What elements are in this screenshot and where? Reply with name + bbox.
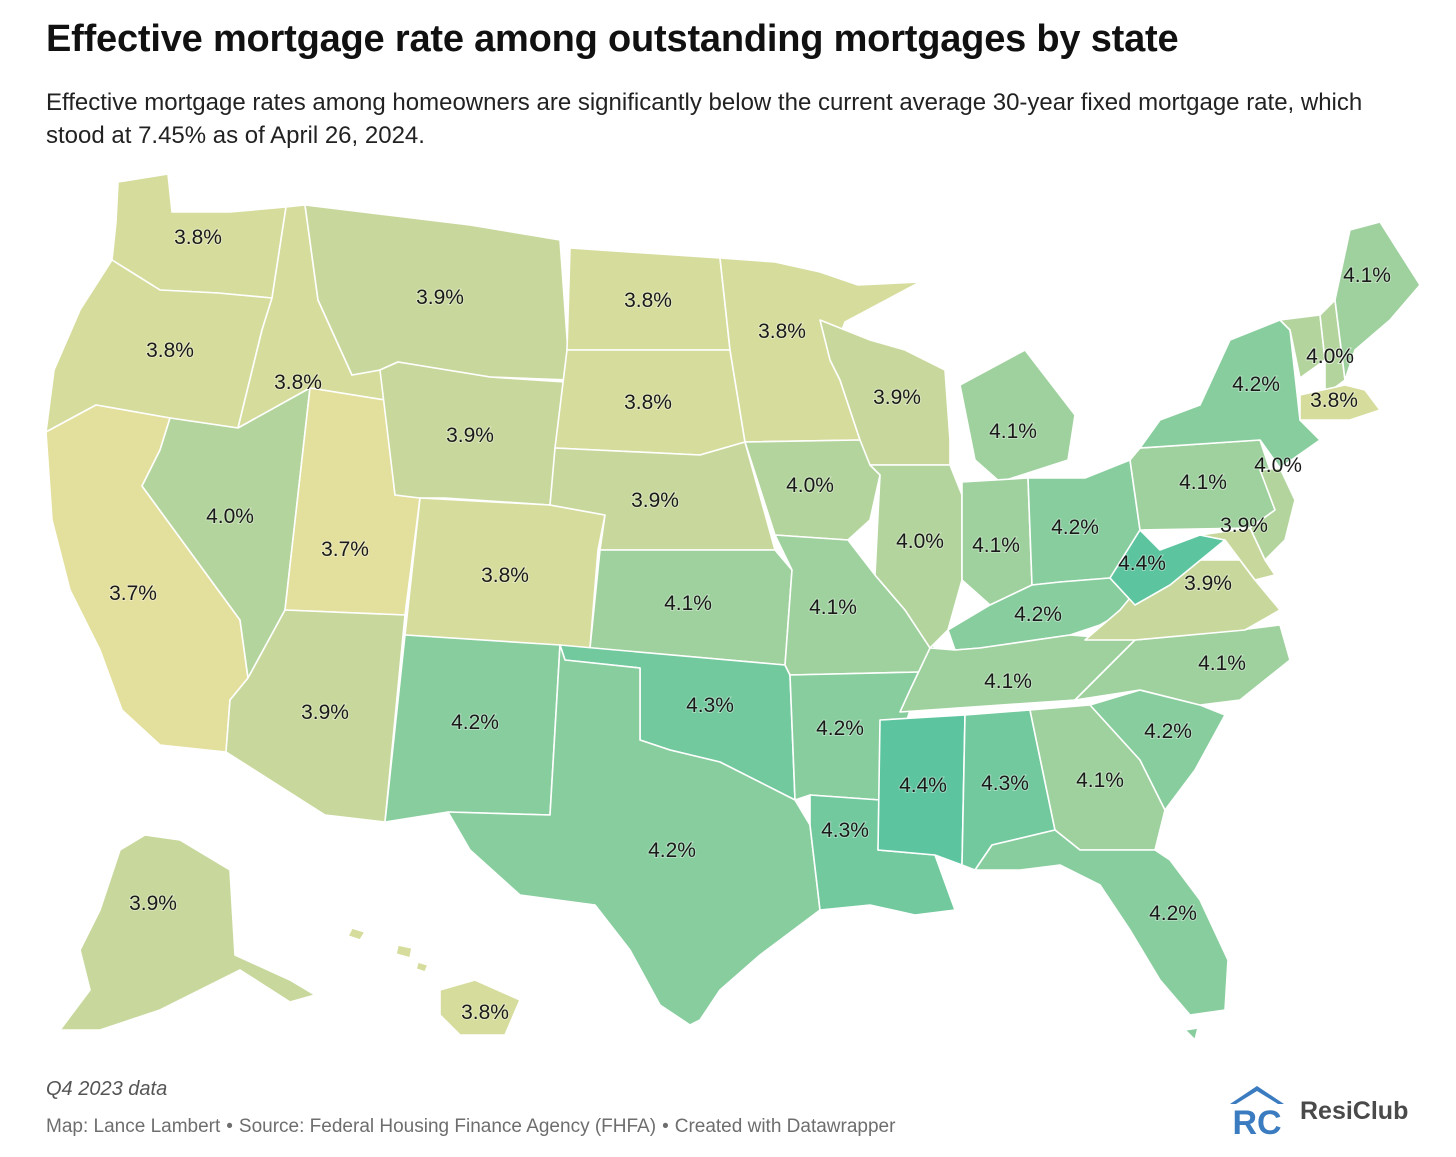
state-label-nm: 4.2% — [451, 711, 499, 734]
state-label-ok: 4.3% — [686, 694, 734, 717]
page-subtitle: Effective mortgage rates among homeowner… — [46, 89, 1363, 149]
state-label-wv: 4.4% — [1118, 552, 1166, 575]
island-shape — [1184, 1027, 1199, 1041]
state-label-ny: 4.2% — [1232, 373, 1280, 396]
state-label-sd: 3.8% — [624, 391, 672, 414]
state-label-ma: 3.8% — [1310, 389, 1358, 412]
state-label-wi: 3.9% — [873, 386, 921, 409]
state-label-nc: 4.1% — [1198, 652, 1246, 675]
state-label-mt: 3.9% — [416, 286, 464, 309]
state-label-il: 4.0% — [896, 530, 944, 553]
state-label-md: 3.9% — [1220, 514, 1268, 537]
state-label-wy: 3.9% — [446, 424, 494, 447]
state-fl[interactable] — [974, 829, 1229, 1016]
state-label-mn: 3.8% — [758, 320, 806, 343]
page-title: Effective mortgage rate among outstandin… — [46, 18, 1179, 60]
state-hi[interactable] — [439, 979, 521, 1036]
resiclub-logo: RC ResiClub — [1228, 1082, 1408, 1140]
state-label-ia: 4.0% — [786, 474, 834, 497]
state-ak[interactable] — [59, 834, 316, 1031]
data-note: Q4 2023 data — [46, 1078, 168, 1100]
state-label-va: 3.9% — [1184, 572, 1232, 595]
state-label-co: 3.8% — [481, 564, 529, 587]
state-label-ca: 3.7% — [109, 582, 157, 605]
state-wy[interactable] — [379, 361, 566, 506]
credit-tool: Created with Datawrapper — [674, 1116, 896, 1137]
state-label-mi: 4.1% — [989, 420, 1037, 443]
state-label-ks: 4.1% — [664, 592, 712, 615]
resiclub-logo-icon: RC — [1230, 1086, 1284, 1140]
credit-map: Map: Lance Lambert — [46, 1116, 221, 1137]
state-label-nv: 4.0% — [206, 505, 254, 528]
state-vt[interactable] — [1279, 314, 1326, 379]
state-label-mo: 4.1% — [809, 596, 857, 619]
resiclub-logo-text: ResiClub — [1300, 1096, 1409, 1125]
state-label-wa: 3.8% — [174, 226, 222, 249]
state-label-al: 4.3% — [981, 772, 1029, 795]
state-az[interactable] — [225, 609, 406, 823]
svg-text:RC: RC — [1232, 1104, 1281, 1140]
credits-line: Map: Lance Lambert • Source: Federal Housi… — [46, 1116, 895, 1138]
state-label-la: 4.3% — [821, 819, 869, 842]
state-label-tx: 4.2% — [648, 839, 696, 862]
state-label-in: 4.1% — [972, 534, 1020, 557]
island-shape — [415, 961, 429, 973]
state-label-me: 4.1% — [1343, 264, 1391, 287]
state-label-ne: 3.9% — [631, 489, 679, 512]
state-label-ar: 4.2% — [816, 717, 864, 740]
state-ms[interactable] — [877, 714, 966, 866]
state-label-sc: 4.2% — [1144, 720, 1192, 743]
state-label-nh: 4.0% — [1306, 345, 1354, 368]
state-label-ms: 4.4% — [899, 774, 947, 797]
state-label-oh: 4.2% — [1051, 516, 1099, 539]
state-il[interactable] — [869, 464, 963, 649]
credit-separator: • — [662, 1116, 669, 1137]
credit-separator: • — [226, 1116, 233, 1137]
island-shape — [347, 927, 366, 941]
state-label-fl: 4.2% — [1149, 902, 1197, 925]
state-me[interactable] — [1334, 221, 1421, 381]
state-label-nd: 3.8% — [624, 289, 672, 312]
states-layer — [45, 173, 1421, 1041]
labels-layer: 3.8% 3.8% 3.7% 3.8% 4.0% 3.7% 3.9% 3.9% 3.9% 3.8%… — [108, 225, 1392, 1025]
state-mi[interactable] — [959, 349, 1076, 483]
island-shape — [395, 944, 413, 959]
state-label-az: 3.9% — [301, 701, 349, 724]
state-label-pa: 4.1% — [1179, 471, 1227, 494]
credit-source: Source: Federal Housing Finance Agency (… — [238, 1116, 657, 1137]
state-label-hi: 3.8% — [461, 1001, 509, 1024]
state-label-nj: 4.0% — [1254, 454, 1302, 477]
state-ma[interactable] — [1299, 384, 1381, 421]
state-label-ak: 3.9% — [129, 892, 177, 915]
state-md[interactable] — [1199, 527, 1276, 581]
state-label-ga: 4.1% — [1076, 769, 1124, 792]
state-label-id: 3.8% — [274, 371, 322, 394]
state-label-tn: 4.1% — [984, 670, 1032, 693]
state-label-or: 3.8% — [146, 339, 194, 362]
state-label-vt: 4.0% — [1306, 345, 1354, 368]
state-label-ut: 3.7% — [321, 538, 369, 561]
state-label-ky: 4.2% — [1014, 603, 1062, 626]
state-nj[interactable] — [1249, 467, 1296, 561]
